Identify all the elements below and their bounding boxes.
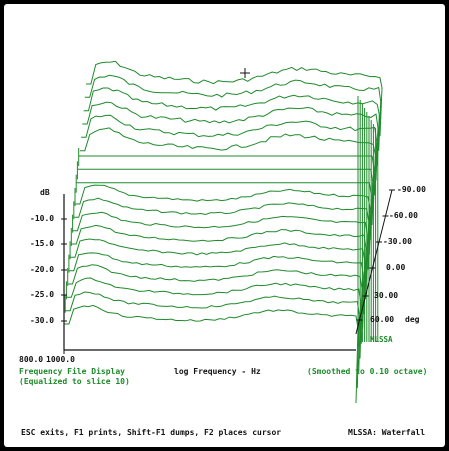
angle-tick-label: 30.00 xyxy=(374,291,399,300)
angle-tick-label: -90.00 xyxy=(397,185,426,194)
waterfall-slice xyxy=(65,291,360,315)
waterfall-slice xyxy=(70,238,366,262)
mlssa-screen: dB -10.0 -15.0 -20.0 -25.0 -30.0 800.0 1… xyxy=(4,4,445,447)
display-name-label: Frequency File Display xyxy=(19,367,125,376)
angle-tick-label: 60.00 xyxy=(370,315,395,324)
waterfall-slice xyxy=(78,155,375,169)
waterfall-slice xyxy=(64,304,359,329)
waterfall-slice xyxy=(84,74,382,102)
y-axis-label: dB xyxy=(40,188,50,197)
waterfall-slice xyxy=(73,197,370,222)
angle-axis-label: deg xyxy=(405,315,420,324)
angle-tick-label: 0.00 xyxy=(386,263,406,272)
waterfall-slice xyxy=(72,211,368,235)
waterfall-slice xyxy=(77,168,374,182)
y-tick-label: -20.0 xyxy=(30,265,55,274)
angle-tick-label: -60.00 xyxy=(389,211,418,220)
y-tick-label: -25.0 xyxy=(30,290,55,299)
y-tick-label: -15.0 xyxy=(30,239,55,248)
mode-indicator: MLSSA: Waterfall xyxy=(348,428,426,437)
smoothing-label: (Smoothed to 0.10 octave) xyxy=(307,367,428,376)
equalized-label: (Equalized to slice 10) xyxy=(19,377,130,386)
angle-axis-line xyxy=(355,189,393,335)
mlssa-watermark: MLSSA xyxy=(370,335,393,344)
y-tick-label: -10.0 xyxy=(30,214,55,223)
x-axis-label: log Frequency - Hz xyxy=(174,367,261,376)
waterfall-slice xyxy=(71,224,367,249)
waterfall-slice xyxy=(75,184,371,209)
y-tick-label: -30.0 xyxy=(30,316,55,325)
waterfall-slice xyxy=(68,252,364,275)
slice-edge-line xyxy=(379,87,383,137)
waterfall-slice xyxy=(86,60,383,89)
slice-edge-line xyxy=(359,287,363,359)
help-text: ESC exits, F1 prints, Shift-F1 dumps, F2… xyxy=(21,428,282,437)
waterfall-slice xyxy=(82,101,379,129)
angle-tick-label: -30.00 xyxy=(383,237,412,246)
waterfall-slice xyxy=(66,277,362,302)
slice-edge-line xyxy=(356,314,360,389)
waterfall-slice xyxy=(67,264,363,289)
waterfall-plot xyxy=(61,60,395,404)
slice-edge-line xyxy=(378,101,382,151)
waterfall-slice xyxy=(79,127,376,155)
x-tick-label: 1000.0 xyxy=(46,355,75,364)
waterfall-slice xyxy=(81,114,378,142)
waterfall-slice xyxy=(76,182,372,195)
waterfall-slice xyxy=(83,87,380,115)
x-tick-label: 800.0 xyxy=(19,355,44,364)
